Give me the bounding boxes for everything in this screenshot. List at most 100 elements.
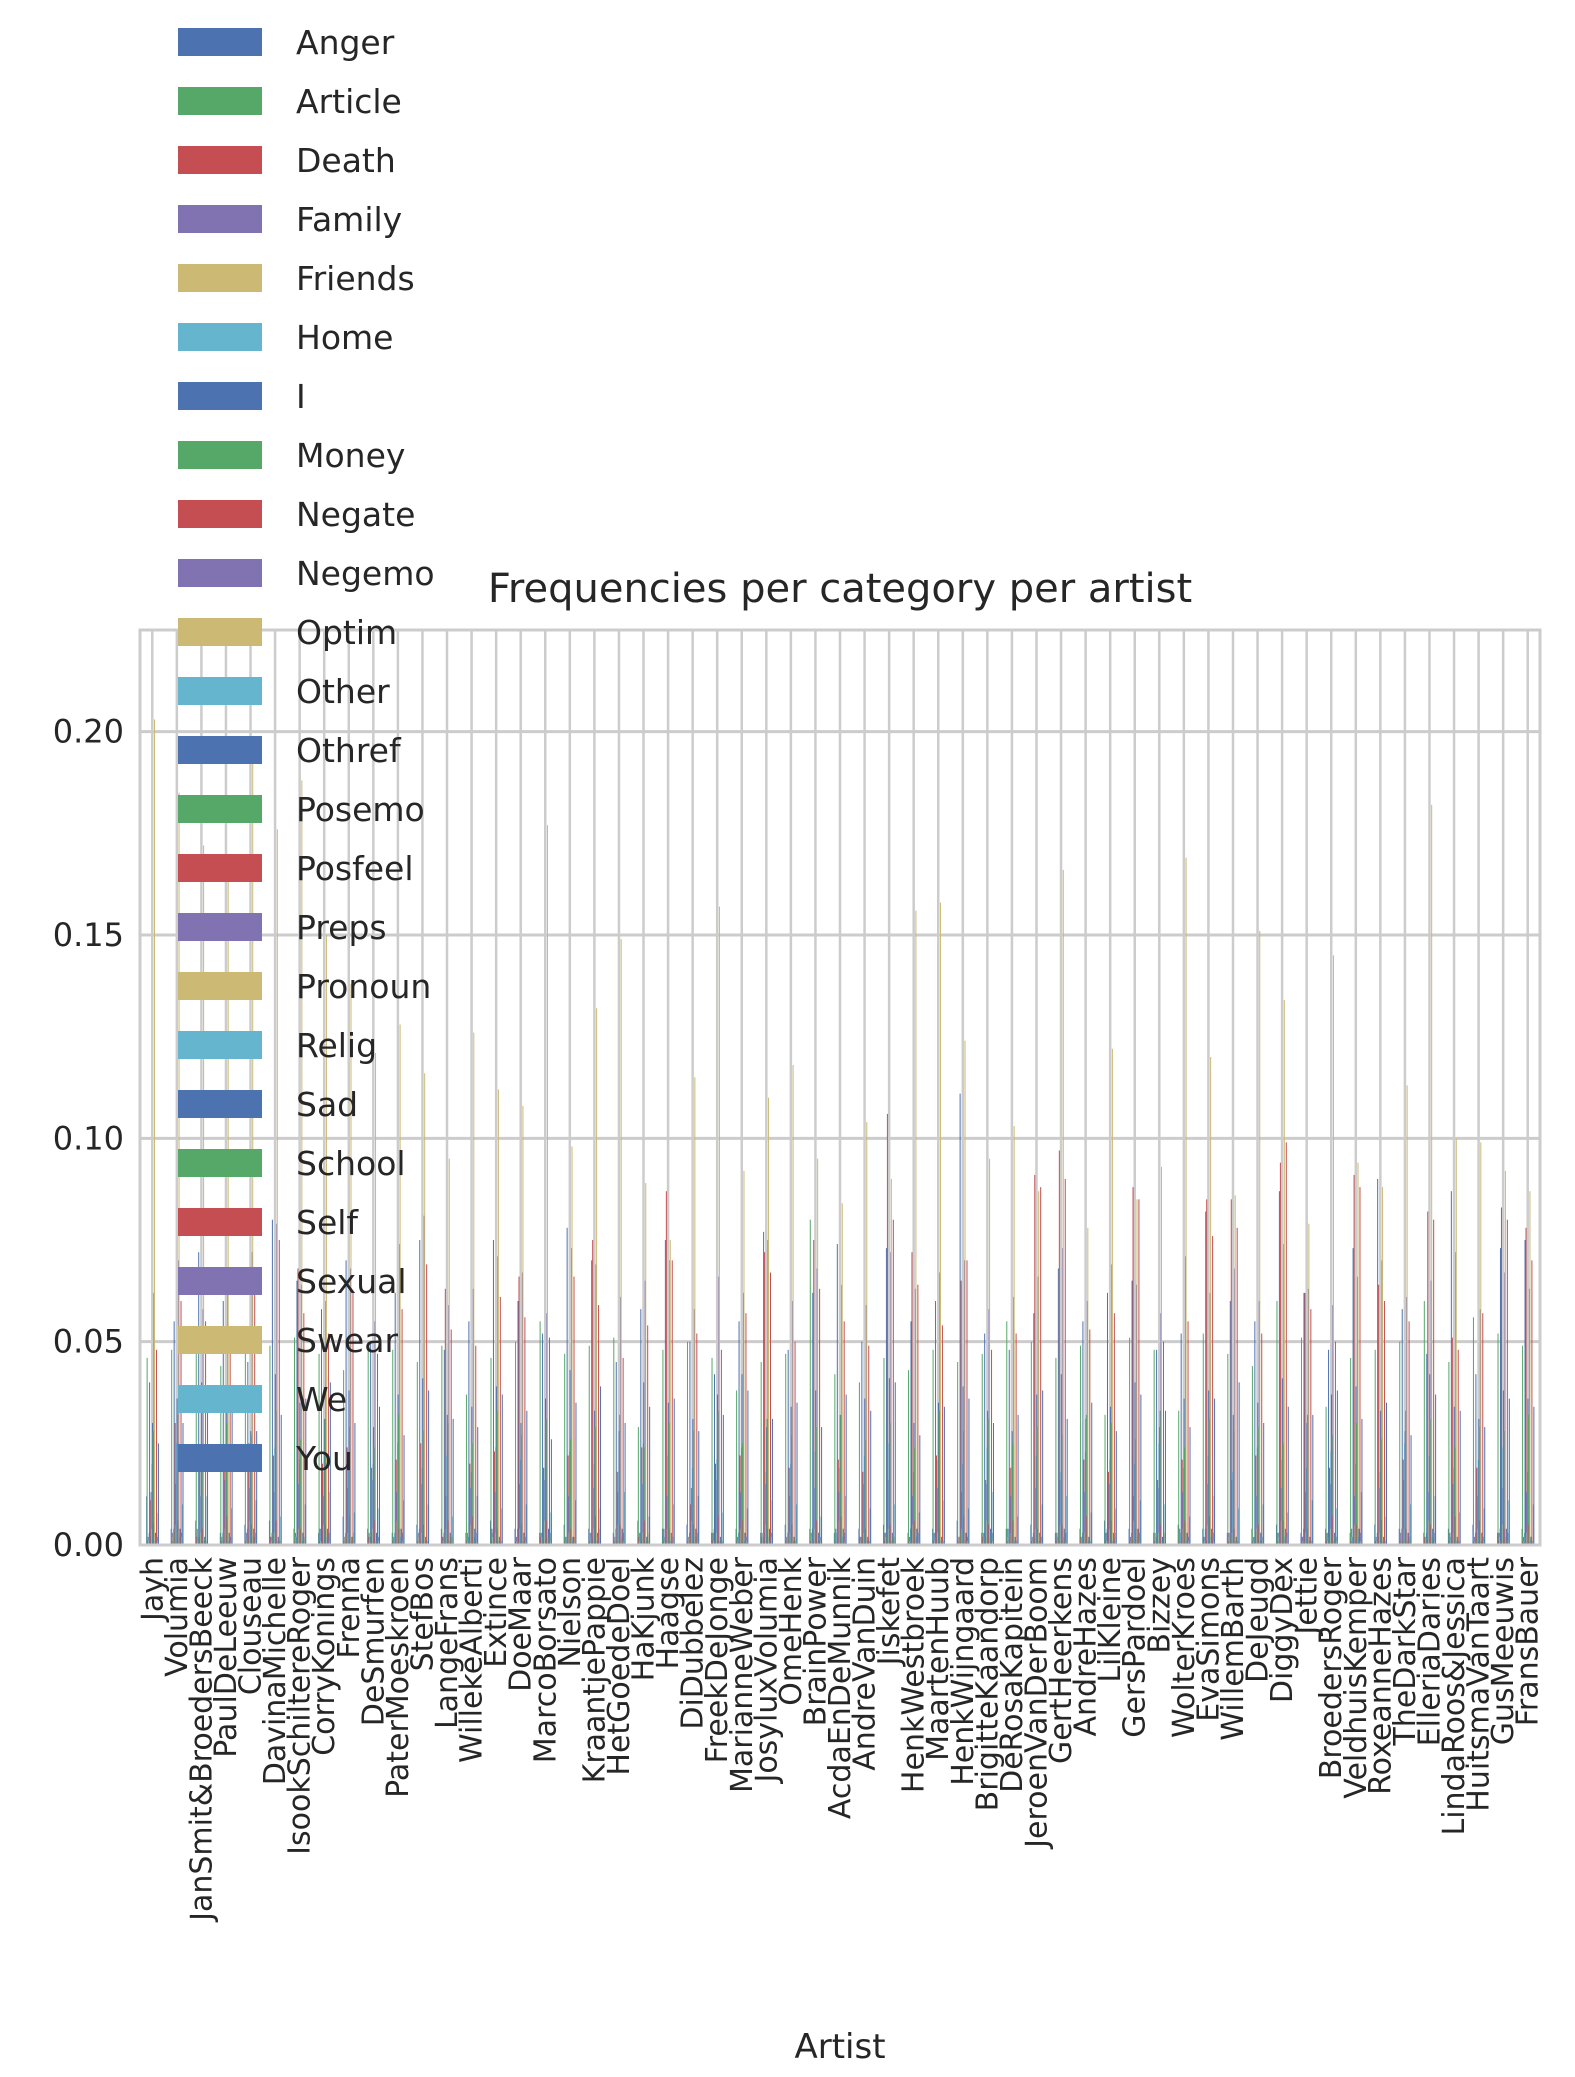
bar: [199, 1496, 201, 1545]
legend-label: Relig: [296, 1026, 377, 1065]
bar: [1476, 1496, 1478, 1545]
bar: [647, 1325, 649, 1545]
legend-swatch: [178, 618, 262, 646]
bar: [1279, 1162, 1281, 1545]
bar: [887, 1479, 889, 1545]
bar: [1058, 1150, 1060, 1545]
x-tick-label: Nielson: [553, 1557, 588, 1668]
bar: [714, 1374, 715, 1545]
bar: [182, 1423, 184, 1545]
bar: [984, 1333, 986, 1545]
bar: [254, 1532, 256, 1545]
bar: [936, 1488, 938, 1545]
bar: [1280, 1488, 1282, 1545]
bar: [229, 1341, 231, 1545]
bar: [1472, 1317, 1474, 1545]
bar: [177, 1414, 179, 1545]
bar: [742, 1443, 743, 1545]
x-tick-label: Volumia: [160, 1557, 195, 1677]
x-tick-label: EvaSimons: [1191, 1557, 1226, 1722]
legend-label: Pronoun: [296, 967, 431, 1006]
bar: [1448, 1362, 1450, 1545]
bar: [624, 1423, 626, 1545]
legend-label: You: [295, 1439, 353, 1478]
bar: [1202, 1333, 1204, 1545]
bar: [1459, 1410, 1461, 1545]
x-tick-label: RoxeanneHazes: [1363, 1557, 1398, 1795]
legend-label: Home: [296, 318, 393, 357]
bar: [963, 1431, 965, 1545]
x-tick-label: DavinaMichelle: [258, 1557, 293, 1785]
y-tick-label: 0.15: [53, 916, 124, 954]
x-tick-label: HuitsmaVanTaart: [1462, 1557, 1497, 1812]
bar: [1089, 1329, 1091, 1545]
bar: [1328, 1349, 1330, 1545]
bar: [566, 1227, 568, 1545]
bar: [328, 1532, 330, 1545]
x-tick-label: HenkWijngaard: [946, 1557, 981, 1786]
bar: [1353, 1174, 1355, 1545]
bar: [1429, 1418, 1431, 1545]
bar: [424, 1073, 426, 1545]
bar: [1501, 1488, 1503, 1545]
bar: [694, 1077, 696, 1545]
x-tick-label: Jayh: [135, 1557, 170, 1623]
x-tick-label: BrigitteKaandorp: [970, 1557, 1005, 1811]
bar: [916, 1528, 918, 1545]
x-tick-label: KraantjePappie: [577, 1557, 612, 1783]
bar: [575, 1402, 577, 1545]
bar: [1083, 1492, 1085, 1545]
bar: [1423, 1301, 1425, 1545]
bar: [747, 1390, 749, 1545]
bar: [539, 1321, 541, 1545]
x-tick-label: BrainPower: [798, 1556, 833, 1726]
bar: [175, 1484, 177, 1545]
bar: [813, 1240, 815, 1545]
legend-label: Swear: [296, 1321, 398, 1360]
bar: [764, 1252, 766, 1545]
bar: [1180, 1333, 1182, 1545]
x-tick-label: HaKjunk: [627, 1556, 662, 1681]
bar: [1112, 1532, 1114, 1545]
x-tick-label: MarianneWeber: [725, 1556, 760, 1793]
bar: [466, 1532, 468, 1545]
bar: [981, 1353, 983, 1545]
bar: [1064, 1179, 1066, 1545]
bar: [917, 1532, 919, 1545]
legend-swatch: [178, 146, 262, 174]
bar: [1374, 1349, 1376, 1545]
plot-frame: [138, 628, 1542, 1547]
bar: [1091, 1402, 1093, 1545]
bar: [324, 1418, 326, 1545]
bar: [269, 1345, 271, 1545]
bar: [280, 1414, 282, 1545]
bar: [195, 1341, 197, 1545]
legend-swatch: [178, 1444, 262, 1472]
bar: [157, 1443, 159, 1545]
bar: [371, 1479, 373, 1545]
x-tick-label: DiggyDex: [1265, 1557, 1300, 1703]
bar: [620, 939, 622, 1545]
y-tick-label: 0.00: [53, 1526, 124, 1564]
bar: [722, 1414, 724, 1545]
x-tick-label: Clouseau: [234, 1557, 269, 1695]
bar: [717, 1410, 719, 1545]
bar: [1056, 1532, 1058, 1545]
bar: [296, 1280, 298, 1545]
bar: [1185, 857, 1187, 1545]
legend-label: Othref: [296, 731, 402, 770]
bar: [588, 1345, 590, 1545]
bar: [447, 1423, 449, 1545]
bar: [550, 1439, 552, 1545]
bar: [1153, 1349, 1155, 1545]
bar: [1386, 1402, 1387, 1545]
bar: [1030, 1341, 1032, 1545]
bar: [843, 1321, 845, 1545]
bar: [1065, 1532, 1067, 1545]
bar: [1334, 1341, 1336, 1545]
bar: [520, 1435, 522, 1545]
x-axis: JayhVolumiaJanSmit&BroedersBeeckPaulDeLe…: [135, 1556, 1545, 1923]
bar: [256, 1431, 258, 1545]
bar: [1036, 1427, 1038, 1545]
bar: [347, 1488, 349, 1545]
